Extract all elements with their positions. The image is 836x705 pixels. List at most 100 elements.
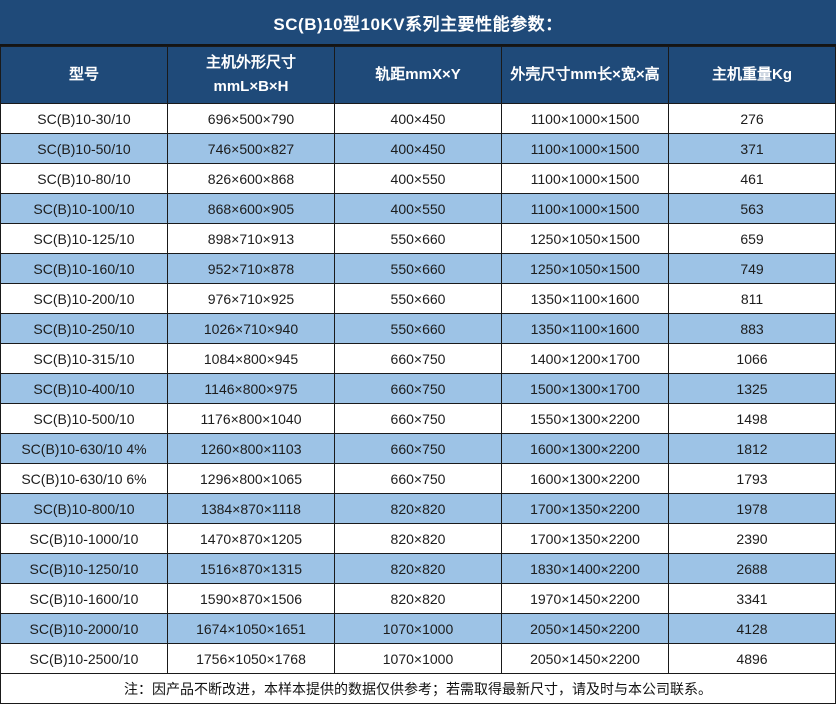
table-row: SC(B)10-30/10 696×500×790 400×450 1100×1000… xyxy=(0,103,836,134)
table-row: SC(B)10-500/10 1176×800×1040 660×750 1550×1… xyxy=(0,403,836,434)
table-footer: 注：因产品不断改进，本样本提供的数据仅供参考；若需取得最新尺寸，请及时与本公司联… xyxy=(0,673,836,704)
cell-host-weight: 1066 xyxy=(668,343,836,374)
cell-host-weight: 371 xyxy=(668,133,836,164)
table-row: SC(B)10-1000/10 1470×870×1205 820×820 1700×… xyxy=(0,523,836,554)
cell-rail-gauge: 550×660 xyxy=(334,253,502,284)
cell-rail-gauge: 550×660 xyxy=(334,223,502,254)
cell-rail-gauge: 400×450 xyxy=(334,103,502,134)
cell-model: SC(B)10-1000/10 xyxy=(0,523,168,554)
cell-shell-dimensions: 1830×1400×2200 xyxy=(501,553,669,584)
cell-host-weight: 461 xyxy=(668,163,836,194)
cell-host-weight: 1498 xyxy=(668,403,836,434)
cell-rail-gauge: 1070×1000 xyxy=(334,613,502,644)
cell-model: SC(B)10-1250/10 xyxy=(0,553,168,584)
cell-host-dimensions: 1176×800×1040 xyxy=(167,403,335,434)
cell-model: SC(B)10-80/10 xyxy=(0,163,168,194)
table-row: SC(B)10-100/10 868×600×905 400×550 1100×100… xyxy=(0,193,836,224)
cell-rail-gauge: 820×820 xyxy=(334,583,502,614)
cell-shell-dimensions: 1970×1450×2200 xyxy=(501,583,669,614)
cell-host-weight: 276 xyxy=(668,103,836,134)
cell-host-weight: 659 xyxy=(668,223,836,254)
cell-host-weight: 811 xyxy=(668,283,836,314)
cell-model: SC(B)10-800/10 xyxy=(0,493,168,524)
cell-model: SC(B)10-315/10 xyxy=(0,343,168,374)
table-row: SC(B)10-125/10 898×710×913 550×660 1250×105… xyxy=(0,223,836,254)
cell-shell-dimensions: 1100×1000×1500 xyxy=(501,163,669,194)
table-row: SC(B)10-1250/10 1516×870×1315 820×820 1830×… xyxy=(0,553,836,584)
cell-shell-dimensions: 1550×1300×2200 xyxy=(501,403,669,434)
table-row: SC(B)10-400/10 1146×800×975 660×750 1500×13… xyxy=(0,373,836,404)
cell-host-weight: 2688 xyxy=(668,553,836,584)
cell-model: SC(B)10-160/10 xyxy=(0,253,168,284)
cell-rail-gauge: 660×750 xyxy=(334,373,502,404)
table-row: SC(B)10-315/10 1084×800×945 660×750 1400×12… xyxy=(0,343,836,374)
cell-host-dimensions: 1384×870×1118 xyxy=(167,493,335,524)
cell-rail-gauge: 660×750 xyxy=(334,463,502,494)
cell-shell-dimensions: 1100×1000×1500 xyxy=(501,193,669,224)
header-host-weight: 主机重量Kg xyxy=(668,46,836,104)
cell-shell-dimensions: 1500×1300×1700 xyxy=(501,373,669,404)
header-model: 型号 xyxy=(0,46,168,104)
cell-model: SC(B)10-2500/10 xyxy=(0,643,168,674)
table-row: SC(B)10-50/10 746×500×827 400×450 1100×1000… xyxy=(0,133,836,164)
cell-host-weight: 883 xyxy=(668,313,836,344)
cell-model: SC(B)10-630/10 6% xyxy=(0,463,168,494)
cell-host-weight: 4896 xyxy=(668,643,836,674)
cell-host-weight: 1793 xyxy=(668,463,836,494)
cell-shell-dimensions: 1400×1200×1700 xyxy=(501,343,669,374)
cell-rail-gauge: 550×660 xyxy=(334,283,502,314)
cell-host-dimensions: 1756×1050×1768 xyxy=(167,643,335,674)
cell-model: SC(B)10-1600/10 xyxy=(0,583,168,614)
cell-shell-dimensions: 1100×1000×1500 xyxy=(501,103,669,134)
cell-host-weight: 563 xyxy=(668,193,836,224)
cell-host-weight: 1325 xyxy=(668,373,836,404)
cell-shell-dimensions: 1350×1100×1600 xyxy=(501,313,669,344)
table-body: SC(B)10-30/10 696×500×790 400×450 1100×1000… xyxy=(0,103,836,674)
cell-model: SC(B)10-630/10 4% xyxy=(0,433,168,464)
cell-rail-gauge: 550×660 xyxy=(334,313,502,344)
cell-rail-gauge: 820×820 xyxy=(334,553,502,584)
cell-model: SC(B)10-200/10 xyxy=(0,283,168,314)
table-row: SC(B)10-2500/10 1756×1050×1768 1070×1000 20… xyxy=(0,643,836,674)
cell-model: SC(B)10-400/10 xyxy=(0,373,168,404)
cell-shell-dimensions: 1100×1000×1500 xyxy=(501,133,669,164)
cell-host-dimensions: 1260×800×1103 xyxy=(167,433,335,464)
cell-rail-gauge: 660×750 xyxy=(334,433,502,464)
page-title: SC(B)10型10KV系列主要性能参数： xyxy=(0,0,836,46)
cell-shell-dimensions: 1600×1300×2200 xyxy=(501,433,669,464)
cell-host-dimensions: 1674×1050×1651 xyxy=(167,613,335,644)
cell-model: SC(B)10-125/10 xyxy=(0,223,168,254)
cell-host-dimensions: 1590×870×1506 xyxy=(167,583,335,614)
cell-shell-dimensions: 1700×1350×2200 xyxy=(501,523,669,554)
cell-host-dimensions: 826×600×868 xyxy=(167,163,335,194)
cell-shell-dimensions: 1250×1050×1500 xyxy=(501,223,669,254)
note-row: 注：因产品不断改进，本样本提供的数据仅供参考；若需取得最新尺寸，请及时与本公司联… xyxy=(0,673,836,704)
cell-rail-gauge: 820×820 xyxy=(334,523,502,554)
table-row: SC(B)10-200/10 976×710×925 550×660 1350×110… xyxy=(0,283,836,314)
cell-host-dimensions: 696×500×790 xyxy=(167,103,335,134)
header-host-dimensions: 主机外形尺寸 mmL×B×H xyxy=(167,46,335,104)
cell-model: SC(B)10-2000/10 xyxy=(0,613,168,644)
cell-host-dimensions: 1084×800×945 xyxy=(167,343,335,374)
cell-host-weight: 1978 xyxy=(668,493,836,524)
cell-model: SC(B)10-500/10 xyxy=(0,403,168,434)
cell-host-dimensions: 1296×800×1065 xyxy=(167,463,335,494)
cell-host-dimensions: 952×710×878 xyxy=(167,253,335,284)
cell-model: SC(B)10-100/10 xyxy=(0,193,168,224)
spec-table: 型号 主机外形尺寸 mmL×B×H 轨距mmX×Y 外壳尺寸mm长×宽×高 主机… xyxy=(0,46,836,704)
cell-host-dimensions: 1470×870×1205 xyxy=(167,523,335,554)
cell-host-dimensions: 746×500×827 xyxy=(167,133,335,164)
table-row: SC(B)10-630/10 6% 1296×800×1065 660×750 160… xyxy=(0,463,836,494)
cell-rail-gauge: 400×450 xyxy=(334,133,502,164)
cell-shell-dimensions: 2050×1450×2200 xyxy=(501,613,669,644)
cell-host-weight: 4128 xyxy=(668,613,836,644)
cell-host-dimensions: 868×600×905 xyxy=(167,193,335,224)
cell-host-weight: 3341 xyxy=(668,583,836,614)
cell-rail-gauge: 820×820 xyxy=(334,493,502,524)
table-row: SC(B)10-160/10 952×710×878 550×660 1250×105… xyxy=(0,253,836,284)
cell-host-dimensions: 976×710×925 xyxy=(167,283,335,314)
cell-rail-gauge: 400×550 xyxy=(334,193,502,224)
note-text: 注：因产品不断改进，本样本提供的数据仅供参考；若需取得最新尺寸，请及时与本公司联… xyxy=(0,673,836,704)
table-row: SC(B)10-800/10 1384×870×1118 820×820 1700×1… xyxy=(0,493,836,524)
